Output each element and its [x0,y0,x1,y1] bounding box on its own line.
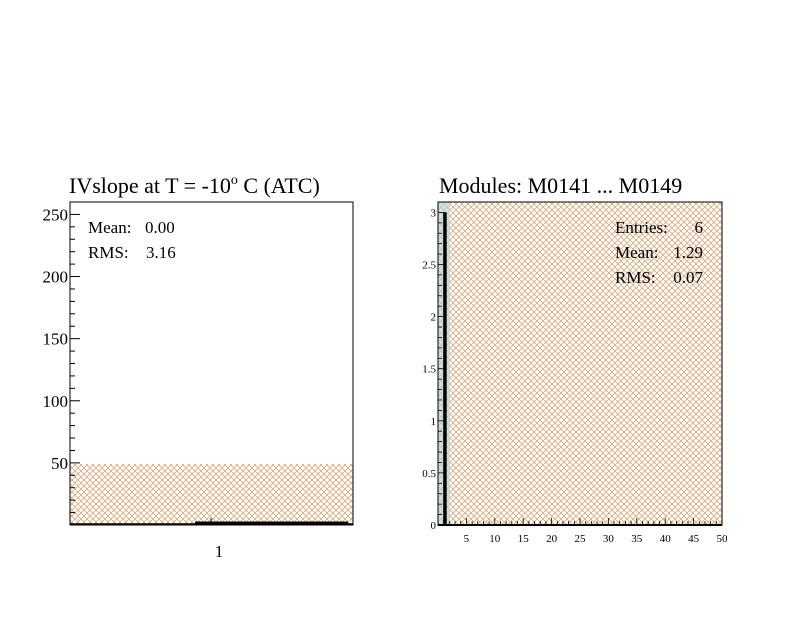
right-y-tick-label: 1.5 [422,364,436,376]
right-panel-title: Modules: M0141 ... M0149 [439,173,682,198]
right-y-tick-label: 0 [431,520,437,532]
right-x-tick-label: 35 [631,533,643,545]
right-plot-area: 0 0.5 1 1.5 2 2.5 3 5 10 15 20 25 30 35 40 45 50 [422,201,729,545]
left-stat-mean-label: Mean: [88,218,131,237]
right-stat-entries-label: Entries: [615,218,668,237]
right-x-tick-label: 15 [518,533,530,545]
left-stats-box: Mean: 0.00 RMS: 3.16 [88,218,176,262]
right-x-tick-label: 5 [464,533,470,545]
left-y-tick-label: 150 [43,330,69,349]
left-x-tick-label: 1 [215,542,224,561]
left-histogram-bar [195,521,348,524]
left-panel-title: IVslope at T = -10o C (ATC) [69,173,320,198]
left-plot-area: 50 100 150 200 250 1 [43,201,354,561]
left-stat-mean-value: 0.00 [145,218,175,237]
left-y-tick-label: 100 [43,392,69,411]
left-y-axis: 50 100 150 200 250 [43,201,80,514]
right-stat-entries-value: 6 [695,218,704,237]
left-hatched-band [70,464,353,525]
left-y-tick-label: 250 [43,205,69,224]
left-y-tick-label: 50 [51,454,68,473]
right-x-tick-label: 25 [575,533,587,545]
right-x-axis: 5 10 15 20 25 30 35 40 45 50 [443,518,729,545]
right-stats-box: Entries: 6 Mean: 1.29 RMS: 0.07 [615,218,704,287]
right-y-tick-label: 2.5 [422,260,436,272]
right-hatched-fill [438,202,722,525]
right-y-axis: 0 0.5 1 1.5 2 2.5 3 [422,207,445,532]
right-x-tick-label: 40 [660,533,672,545]
left-stat-rms-label: RMS: [88,243,129,262]
right-x-tick-label: 45 [688,533,700,545]
right-y-tick-label: 2 [431,312,437,324]
right-y-tick-label: 0.5 [422,468,436,480]
right-x-tick-label: 20 [546,533,558,545]
right-x-tick-label: 10 [489,533,501,545]
right-x-tick-label: 50 [717,533,729,545]
right-y-tick-label: 3 [431,207,437,219]
right-stat-mean-label: Mean: [615,243,658,262]
right-stat-rms-label: RMS: [615,268,656,287]
left-y-tick-label: 200 [43,268,69,287]
right-y-tick-label: 1 [431,416,437,428]
right-stat-rms-value: 0.07 [673,268,703,287]
right-stat-mean-value: 1.29 [673,243,703,262]
right-x-tick-label: 30 [603,533,615,545]
left-stat-rms-value: 3.16 [146,243,176,262]
